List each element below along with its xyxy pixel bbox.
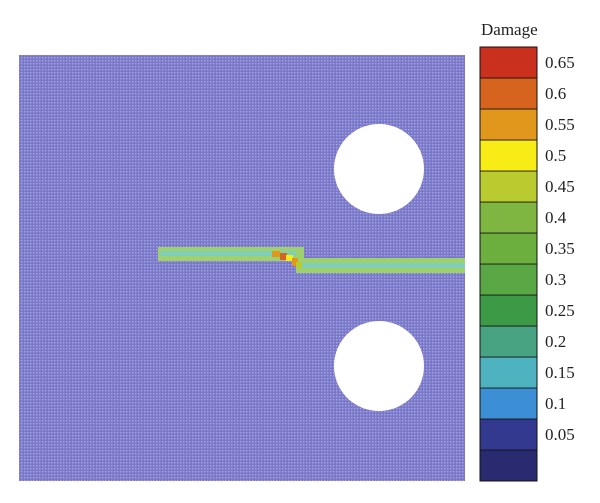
crack-hotspot-1 [272, 251, 280, 257]
colorbar-tick-label: 0.45 [545, 176, 575, 196]
colorbar-tick-label: 0.05 [545, 424, 575, 444]
colorbar-bin [479, 46, 538, 79]
upper-hole [334, 124, 424, 214]
colorbar-bin [479, 139, 538, 172]
colorbar-tick-label: 0.55 [545, 114, 575, 134]
crack-band-right-inner [302, 263, 465, 268]
colorbar-bin [479, 232, 538, 265]
crack-band-left-inner [160, 251, 298, 256]
colorbar-bin [479, 356, 538, 389]
colorbar-tick-label: 0.5 [545, 145, 567, 165]
colorbar-bin [479, 325, 538, 358]
colorbar-bin [479, 387, 538, 420]
colorbar-bin [479, 449, 538, 482]
colorbar-tick-label: 0.3 [545, 269, 567, 289]
colorbar-outline [479, 46, 538, 482]
colorbar-tick-label: 0.35 [545, 238, 575, 258]
colorbar-bin [479, 294, 538, 327]
colorbar-bin [479, 201, 538, 234]
crack-band [158, 247, 465, 273]
colorbar-tick-label: 0.4 [545, 207, 567, 227]
colorbar [479, 46, 538, 482]
colorbar-bin [479, 108, 538, 141]
colorbar-bin [479, 170, 538, 203]
colorbar-tick-label: 0.1 [545, 393, 567, 413]
colorbar-tick-label: 0.15 [545, 362, 575, 382]
crack-hotspot-2 [280, 253, 287, 260]
colorbar-tick-label: 0.2 [545, 331, 567, 351]
crack-hotspot-4 [292, 258, 298, 266]
colorbar-bin [479, 263, 538, 296]
colorbar-bin [479, 418, 538, 451]
colorbar-tick-label: 0.6 [545, 83, 567, 103]
colorbar-tick-label: 0.65 [545, 52, 575, 72]
colorbar-tick-label: 0.25 [545, 300, 575, 320]
crack-hotspot-3 [286, 255, 293, 261]
colorbar-title: Damage [481, 20, 538, 39]
lower-hole [334, 321, 424, 411]
crack-hotspot-5 [296, 262, 302, 268]
colorbar-bin [479, 77, 538, 110]
